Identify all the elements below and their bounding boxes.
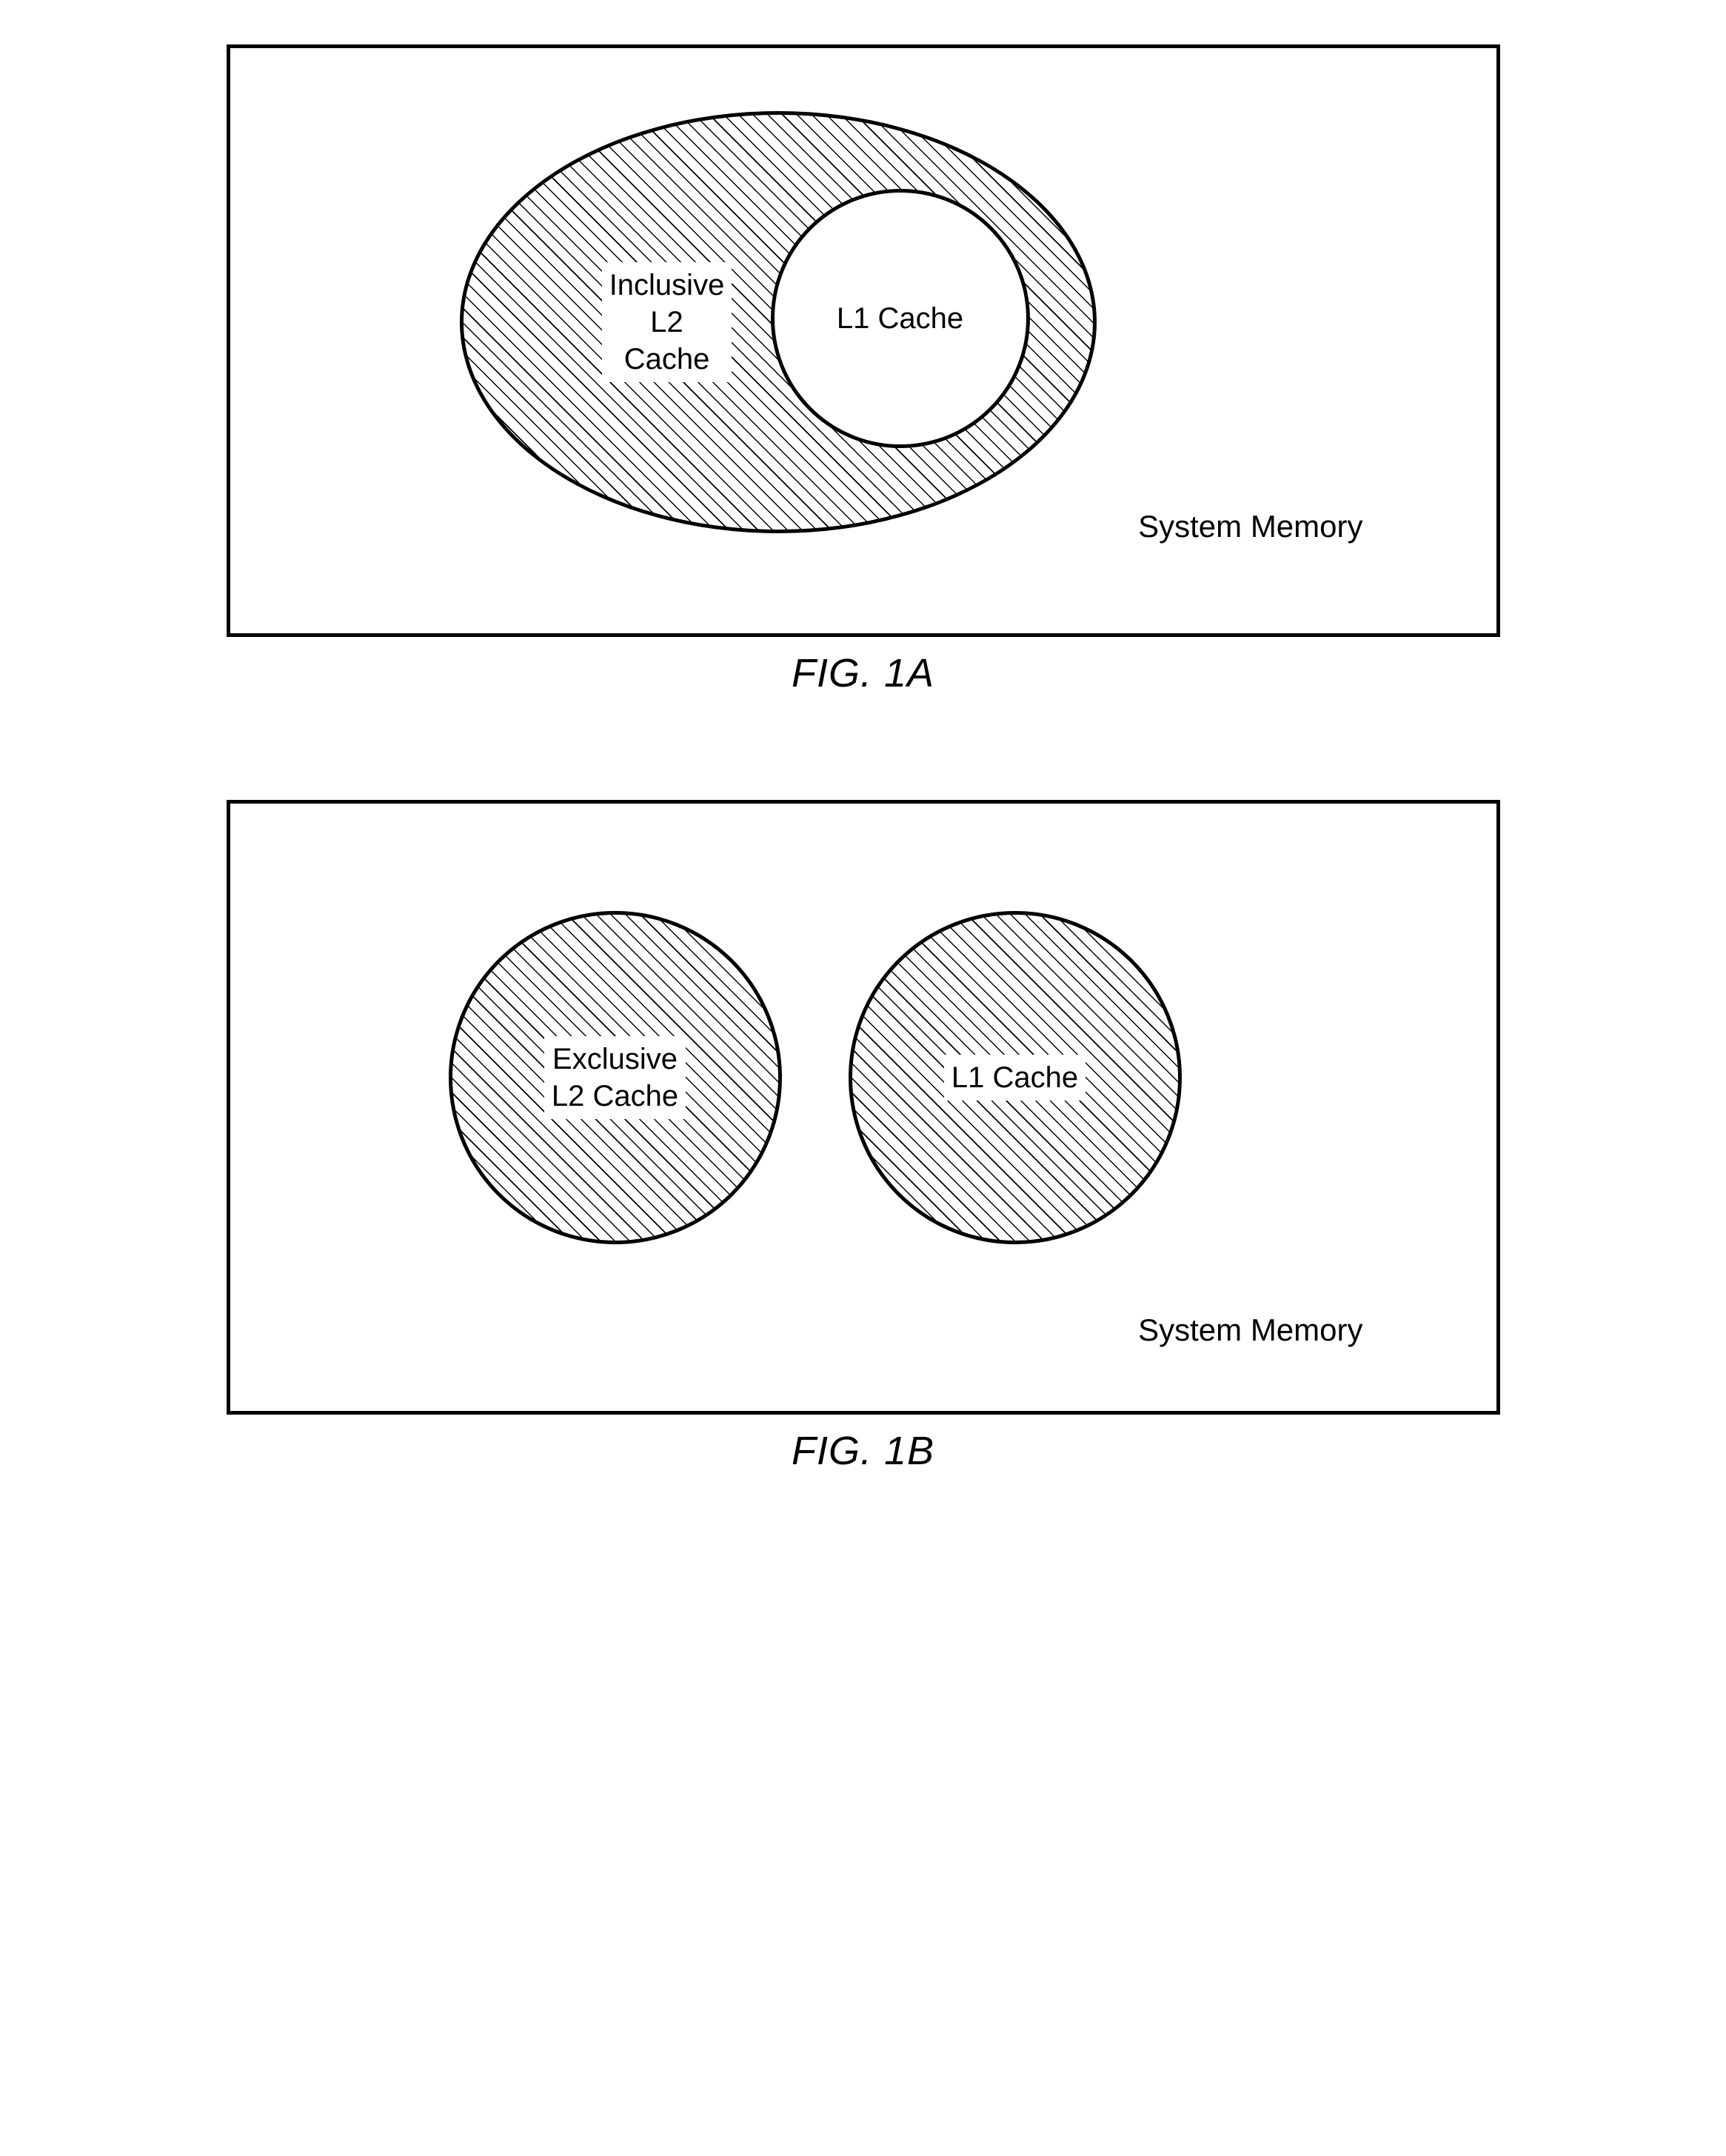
l1-cache-circle-b: L1 Cache xyxy=(849,911,1182,1244)
system-memory-label-a: System Memory xyxy=(1138,509,1362,544)
figure-1a-caption: FIG. 1A xyxy=(792,650,934,696)
exclusive-l2-cache-label: Exclusive L2 Cache xyxy=(544,1036,686,1119)
system-memory-label-b: System Memory xyxy=(1138,1312,1362,1348)
l1-cache-circle-a: L1 Cache xyxy=(771,189,1030,448)
l1-cache-label-b: L1 Cache xyxy=(944,1055,1086,1101)
exclusive-l2-cache-circle: Exclusive L2 Cache xyxy=(449,911,782,1244)
figure-1a: Inclusive L2 Cache L1 Cache System Memor… xyxy=(227,44,1500,696)
system-memory-box-a: Inclusive L2 Cache L1 Cache System Memor… xyxy=(227,44,1500,637)
system-memory-box-b: Exclusive L2 Cache L1 Cache System Memor… xyxy=(227,800,1500,1415)
figure-1b: Exclusive L2 Cache L1 Cache System Memor… xyxy=(227,800,1500,1474)
figure-1b-caption: FIG. 1B xyxy=(792,1428,934,1474)
inclusive-l2-cache-label: Inclusive L2 Cache xyxy=(602,262,732,382)
l1-cache-label-a: L1 Cache xyxy=(829,296,971,341)
